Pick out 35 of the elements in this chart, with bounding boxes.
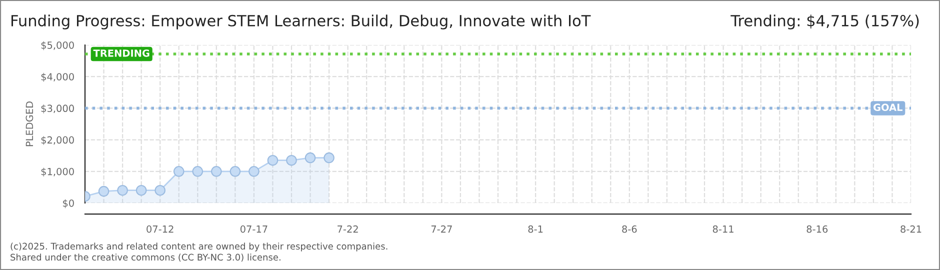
point [173, 166, 184, 177]
x-tick-label: 07-17 [240, 225, 268, 233]
x-tick-label: 7-22 [338, 225, 358, 233]
y-tick-label: $2,000 [41, 136, 74, 145]
x-tick-label: 8-1 [528, 225, 543, 233]
point [211, 166, 222, 177]
text: (c)2025. Trademarks and related content are owned by their respective companies. [10, 242, 388, 252]
y-tick-label: $1,000 [41, 168, 74, 177]
x-tick-label: 07-12 [146, 225, 174, 233]
point [230, 166, 241, 177]
point [248, 166, 260, 177]
point [154, 184, 166, 196]
point [267, 154, 278, 166]
ref-line-label: TRENDING [93, 49, 150, 57]
ref-line-label: GOAL [874, 104, 902, 112]
chart-title: Funding Progress: Empower STEM Learners: Build, Debug, Innovate with IoT [12, 14, 591, 30]
y-tick-label: $4,000 [41, 72, 74, 82]
point [304, 152, 316, 164]
y-tick-label: $3,000 [41, 104, 74, 114]
point [192, 166, 204, 177]
x-tick-label: 8-21 [900, 225, 922, 233]
x-tick-label: 7-27 [431, 225, 452, 233]
point [98, 186, 110, 197]
y-tick-label: $0 [63, 199, 74, 208]
x-tick-label: 8-16 [806, 225, 828, 233]
point [136, 184, 147, 196]
chart-subtitle: Trending: $4,715 (157%) [730, 14, 919, 30]
x-tick-label: 8-11 [712, 225, 734, 233]
y-tick-label: $5,000 [41, 41, 74, 50]
point [286, 154, 297, 166]
point [117, 184, 128, 196]
y-axis-title: PLEDGED [26, 102, 34, 146]
text: Shared under the creative commons (CC BY-NC 3.0) license. [10, 254, 280, 262]
point [324, 152, 334, 164]
x-tick-label: 8-6 [622, 225, 637, 233]
